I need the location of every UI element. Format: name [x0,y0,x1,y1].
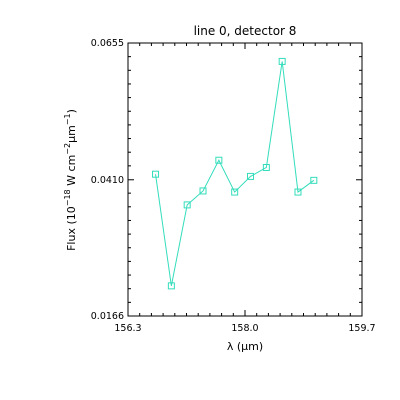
data-point-marker [167,282,175,290]
y-tick-label: 0.0410 [91,175,124,186]
y-label-exp1: −18 [63,189,72,206]
x-tick-label: 158.0 [231,323,258,334]
data-point-marker [310,176,318,184]
data-point-marker [152,170,160,178]
x-tick-label: 159.7 [348,323,375,334]
data-point-marker [215,156,223,164]
data-point-marker [247,172,255,180]
y-label-exp3: −1 [63,113,72,125]
y-label-mid: W cm [65,155,78,190]
data-point-marker [231,188,239,196]
x-axis-label: λ (μm) [227,340,263,353]
y-axis-label: Flux (10−18 W cm−2μm−1) [63,109,78,251]
y-label-m: m [65,125,78,136]
y-tick-label: 0.0655 [91,38,124,49]
axis-ticks [127,42,363,317]
series-markers [152,57,318,290]
plot-frame [127,42,363,317]
x-tick-label: 156.3 [114,323,141,334]
y-label-mu: μ [65,136,78,143]
axis-tick-labels: 156.3 158.0 159.7 0.0166 0.0410 0.0655 [91,38,376,334]
y-tick-label: 0.0166 [91,311,124,322]
data-point-marker [262,163,270,171]
data-point-marker [294,188,302,196]
chart-title: line 0, detector 8 [194,24,297,38]
data-point-marker [183,201,191,209]
data-point-marker [199,187,207,195]
series-line [155,61,315,286]
data-point-marker [278,57,286,65]
y-label-pre: Flux (10 [65,206,78,251]
y-label-post: ) [65,109,78,113]
y-label-exp2: −2 [63,143,72,155]
